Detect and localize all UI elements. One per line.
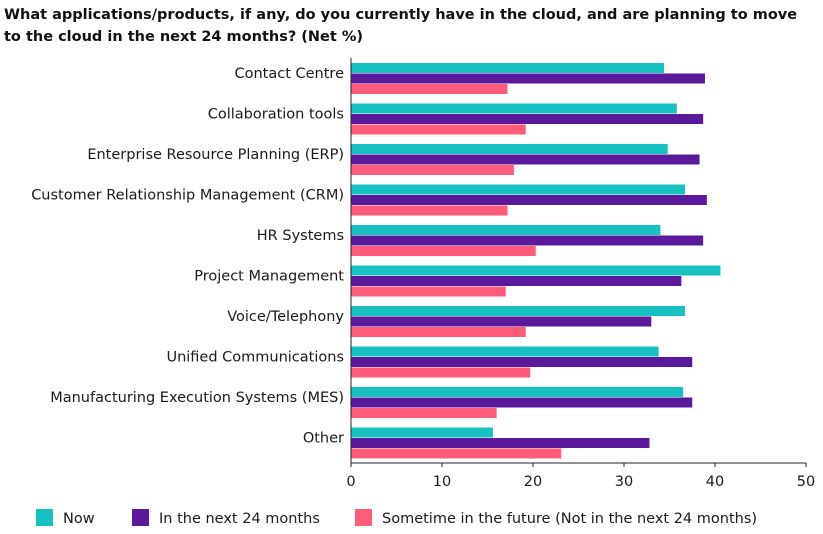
bar-future-2 xyxy=(351,165,514,175)
chart-title: What applications/products, if any, do y… xyxy=(4,7,798,45)
category-label: Customer Relationship Management (CRM) xyxy=(31,188,344,204)
category-label: Contact Centre xyxy=(234,66,344,82)
bar-future-9 xyxy=(351,448,562,459)
bar-next-24-months-6 xyxy=(351,316,652,327)
legend-label: Now xyxy=(63,511,95,527)
category-label: Voice/Telephony xyxy=(227,309,344,325)
category-label: Collaboration tools xyxy=(208,107,344,123)
x-tick-label: 0 xyxy=(346,474,355,490)
legend-label: In the next 24 months xyxy=(159,511,320,527)
bar-future-4 xyxy=(351,246,536,256)
category-label: Unified Communications xyxy=(166,350,344,366)
bar-future-6 xyxy=(351,327,526,337)
bar-next-24-months-7 xyxy=(351,357,693,367)
legend: Now In the next 24 months Sometime in the … xyxy=(36,509,757,527)
x-tick-label: 10 xyxy=(433,474,451,490)
legend-label: Sometime in the future (Not in the next … xyxy=(382,511,757,527)
bar-now-2 xyxy=(351,144,668,154)
bar-future-3 xyxy=(351,205,508,216)
bar-now-7 xyxy=(351,346,659,357)
bar-future-0 xyxy=(351,84,508,94)
bar-now-5 xyxy=(351,265,721,276)
bar-now-8 xyxy=(351,387,684,397)
category-label: Project Management xyxy=(194,269,344,285)
bar-now-1 xyxy=(351,103,677,114)
bars-group xyxy=(351,63,721,459)
category-labels: Contact Centre Collaboration tools Enterpr… xyxy=(31,66,344,447)
category-label: HR Systems xyxy=(257,228,344,244)
bar-now-3 xyxy=(351,184,685,195)
legend-swatch xyxy=(36,509,53,526)
bar-now-6 xyxy=(351,306,685,316)
bar-now-9 xyxy=(351,427,493,438)
x-tick-label: 30 xyxy=(615,474,633,490)
bar-next-24-months-9 xyxy=(351,438,650,448)
category-label: Manufacturing Execution Systems (MES) xyxy=(50,390,344,406)
bar-future-5 xyxy=(351,286,506,297)
category-label: Enterprise Resource Planning (ERP) xyxy=(87,147,344,163)
bar-next-24-months-1 xyxy=(351,114,704,124)
bar-next-24-months-2 xyxy=(351,154,700,165)
bar-next-24-months-3 xyxy=(351,195,707,205)
x-tick-label: 50 xyxy=(797,474,815,490)
x-tick-label: 20 xyxy=(524,474,542,490)
bar-next-24-months-5 xyxy=(351,276,682,286)
x-axis: 0 10 20 30 40 50 xyxy=(346,58,815,490)
category-label: Other xyxy=(303,431,344,447)
legend-swatch xyxy=(132,509,149,526)
bar-next-24-months-8 xyxy=(351,397,693,408)
bar-future-1 xyxy=(351,124,526,135)
x-tick-label: 40 xyxy=(706,474,724,490)
bar-next-24-months-0 xyxy=(351,73,705,84)
legend-swatch xyxy=(355,509,372,526)
bar-future-8 xyxy=(351,408,497,418)
bar-now-0 xyxy=(351,63,665,73)
bar-future-7 xyxy=(351,367,531,378)
bar-next-24-months-4 xyxy=(351,235,704,246)
bar-now-4 xyxy=(351,225,661,235)
